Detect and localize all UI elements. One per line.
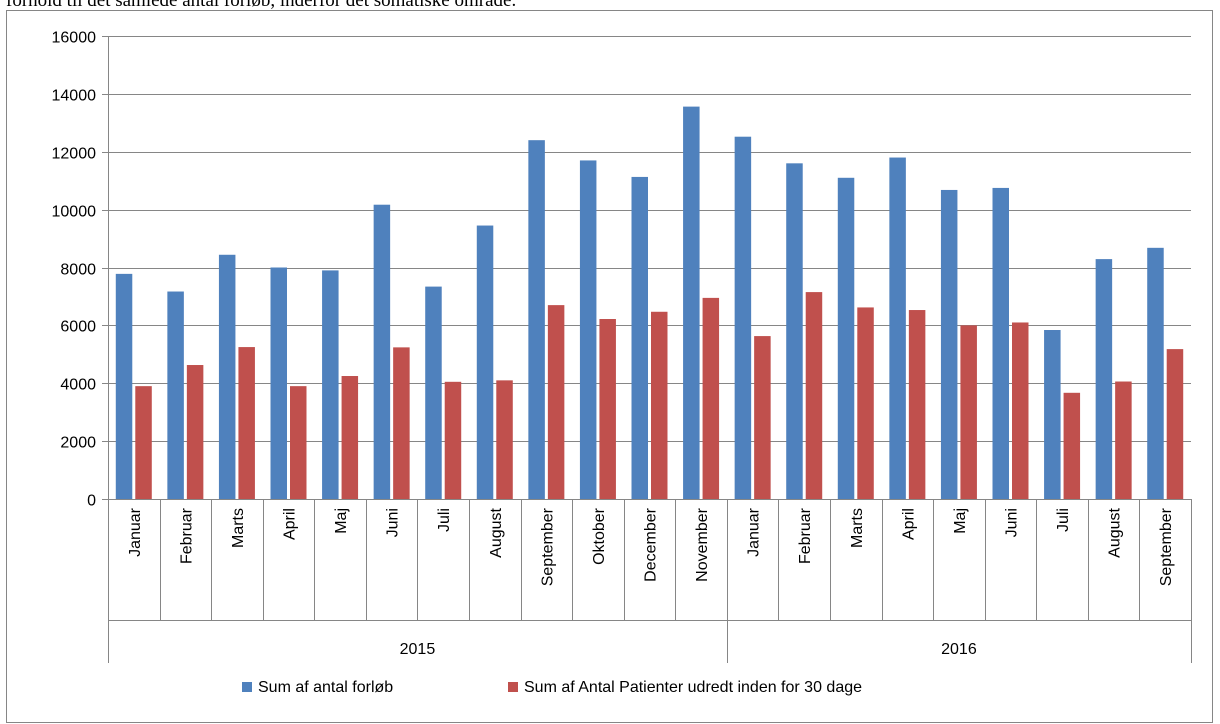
bar-sum-forlob: [270, 267, 287, 499]
bar-sum-udredt: [444, 381, 462, 499]
bar-sum-udredt: [1012, 322, 1029, 499]
y-tick-label: 10000: [52, 204, 97, 221]
x-tick-label: Juli: [1055, 508, 1072, 532]
bar-sum-forlob: [734, 136, 752, 499]
y-tick-label: 4000: [60, 377, 96, 394]
bar-sum-forlob: [786, 163, 803, 499]
bar-sum-forlob: [579, 160, 597, 499]
x-tick-label: November: [694, 507, 711, 581]
bar-sum-udredt: [393, 347, 410, 499]
x-tick-label: Juni: [1004, 508, 1021, 537]
bar-sum-forlob: [167, 291, 184, 499]
x-tick-label: Februar: [178, 507, 195, 564]
x-tick-label: September: [539, 507, 556, 586]
x-tick-label: Februar: [797, 507, 814, 564]
bars: [115, 106, 1184, 500]
bar-sum-forlob: [1095, 259, 1113, 499]
x-tick-label: Januar: [127, 507, 144, 557]
bar-sum-forlob: [837, 177, 855, 499]
bar-sum-forlob: [940, 189, 958, 499]
x-tick-label: Maj: [333, 508, 350, 534]
x-tick-label: April: [282, 508, 299, 540]
figure-caption: forhold til det samlede antal forløb, in…: [6, 0, 517, 11]
y-tick-label: 0: [87, 493, 96, 510]
bar-sum-forlob: [373, 204, 391, 499]
x-tick-label: Marts: [230, 508, 247, 548]
bar-sum-udredt: [908, 310, 926, 499]
y-tick-label: 6000: [60, 319, 96, 336]
bar-sum-udredt: [1063, 392, 1081, 499]
bar-sum-udredt: [238, 347, 255, 499]
gridlines: [108, 36, 1191, 442]
bar-sum-udredt: [651, 311, 668, 499]
bar-sum-udredt: [1115, 381, 1132, 499]
x-tick-label: April: [900, 508, 917, 540]
y-tick-label: 12000: [52, 146, 97, 163]
x-tick-label: Januar: [746, 507, 763, 557]
bar-sum-forlob: [322, 270, 339, 499]
bar-sum-udredt: [857, 307, 874, 499]
bar-sum-forlob: [115, 273, 133, 499]
bar-sum-udredt: [599, 319, 616, 499]
x-group-label: 2016: [941, 641, 977, 658]
x-tick-label: Maj: [952, 508, 969, 534]
bar-sum-udredt: [1166, 349, 1184, 499]
bar-sum-udredt: [135, 386, 152, 499]
bar-sum-udredt: [754, 336, 771, 499]
bar-sum-udredt: [960, 325, 977, 499]
legend-swatch: [242, 682, 252, 692]
bar-sum-udredt: [805, 292, 823, 499]
bar-sum-forlob: [1147, 247, 1164, 499]
bar-sum-forlob: [889, 157, 906, 499]
bar-sum-forlob: [528, 140, 545, 500]
legend-label: Sum af Antal Patienter udredt inden for …: [524, 679, 862, 696]
x-tick-label: September: [1158, 507, 1175, 586]
x-tick-label: August: [1107, 507, 1124, 557]
x-tick-label: Oktober: [591, 507, 608, 565]
bar-sum-forlob: [476, 225, 494, 499]
y-axis-ticks: 0 2000 4000 6000 8000 10000 12000 14000 16000: [52, 30, 109, 510]
x-tick-label: Marts: [849, 508, 866, 548]
x-tick-label: Juni: [385, 508, 402, 537]
x-group-label: 2015: [400, 641, 436, 658]
bar-sum-forlob: [1044, 330, 1061, 499]
chart-border: [6, 10, 1213, 723]
bar-sum-udredt: [496, 380, 513, 499]
bar-sum-forlob: [683, 106, 700, 500]
bar-sum-forlob: [992, 187, 1009, 499]
bar-sum-udredt: [290, 386, 307, 499]
legend-swatch: [508, 682, 518, 692]
y-tick-label: 8000: [60, 262, 96, 279]
y-tick-label: 16000: [52, 30, 97, 47]
bar-sum-udredt: [702, 297, 720, 499]
bar-sum-forlob: [631, 176, 648, 499]
legend: Sum af antal forløb Sum af Antal Patiente…: [242, 679, 862, 696]
bar-sum-forlob: [218, 254, 236, 499]
bar-sum-udredt: [341, 376, 359, 499]
x-axis: Januar Februar Marts April Maj Juni Juli August…: [108, 499, 1192, 663]
bar-sum-forlob: [425, 286, 442, 499]
bar-sum-udredt: [186, 365, 204, 499]
x-tick-label: August: [488, 507, 505, 557]
x-tick-label: Juli: [436, 508, 453, 532]
x-tick-label: December: [643, 507, 660, 581]
bar-sum-udredt: [547, 305, 565, 499]
legend-label: Sum af antal forløb: [258, 679, 393, 696]
y-tick-label: 2000: [60, 435, 96, 452]
y-tick-label: 14000: [52, 88, 97, 105]
